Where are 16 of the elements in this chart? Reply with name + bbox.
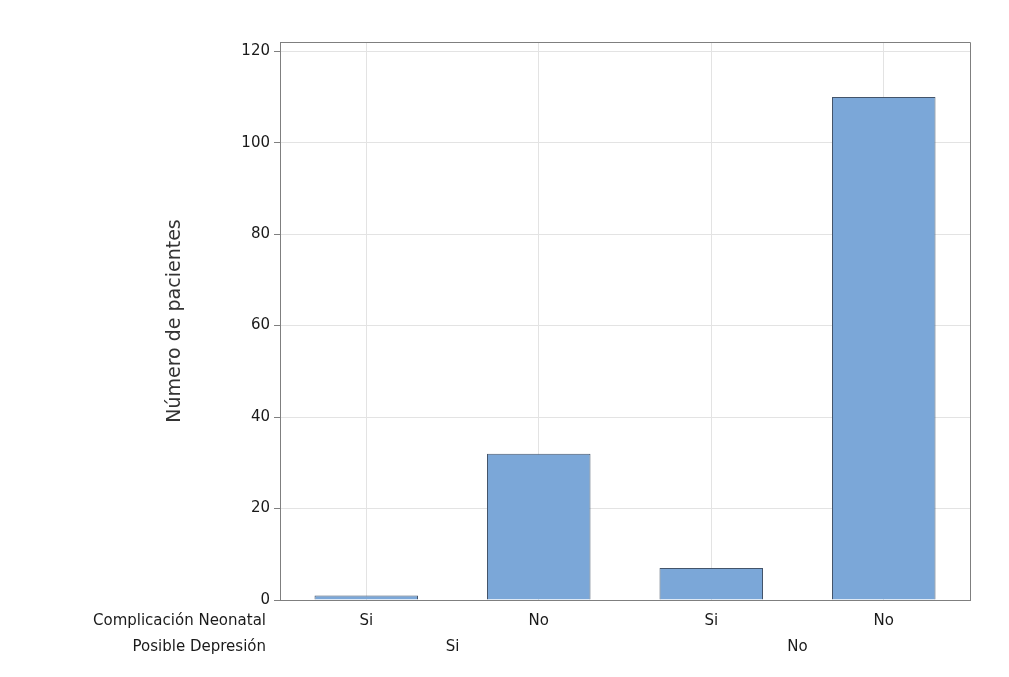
text: Complicación Neonatal xyxy=(93,610,266,629)
y-axis-title: Número de pacientes xyxy=(162,219,185,423)
text: Posible Depresión xyxy=(132,636,266,655)
y-tick-label: 100 xyxy=(241,132,270,151)
x-tick-label: No xyxy=(528,610,549,629)
y-tick-label: 0 xyxy=(260,589,270,608)
x-tick-label: Si xyxy=(359,610,374,629)
x-tick-label: Si xyxy=(704,610,719,629)
text: Si xyxy=(445,636,460,655)
x-tick-label: No xyxy=(873,610,894,629)
text: No xyxy=(787,636,808,655)
y-tick-label: 20 xyxy=(250,498,270,517)
y-tick-label: 120 xyxy=(241,41,270,60)
y-tick-label: 60 xyxy=(250,315,270,334)
y-tick-label: 40 xyxy=(250,406,270,425)
y-tick-label: 80 xyxy=(250,223,270,242)
